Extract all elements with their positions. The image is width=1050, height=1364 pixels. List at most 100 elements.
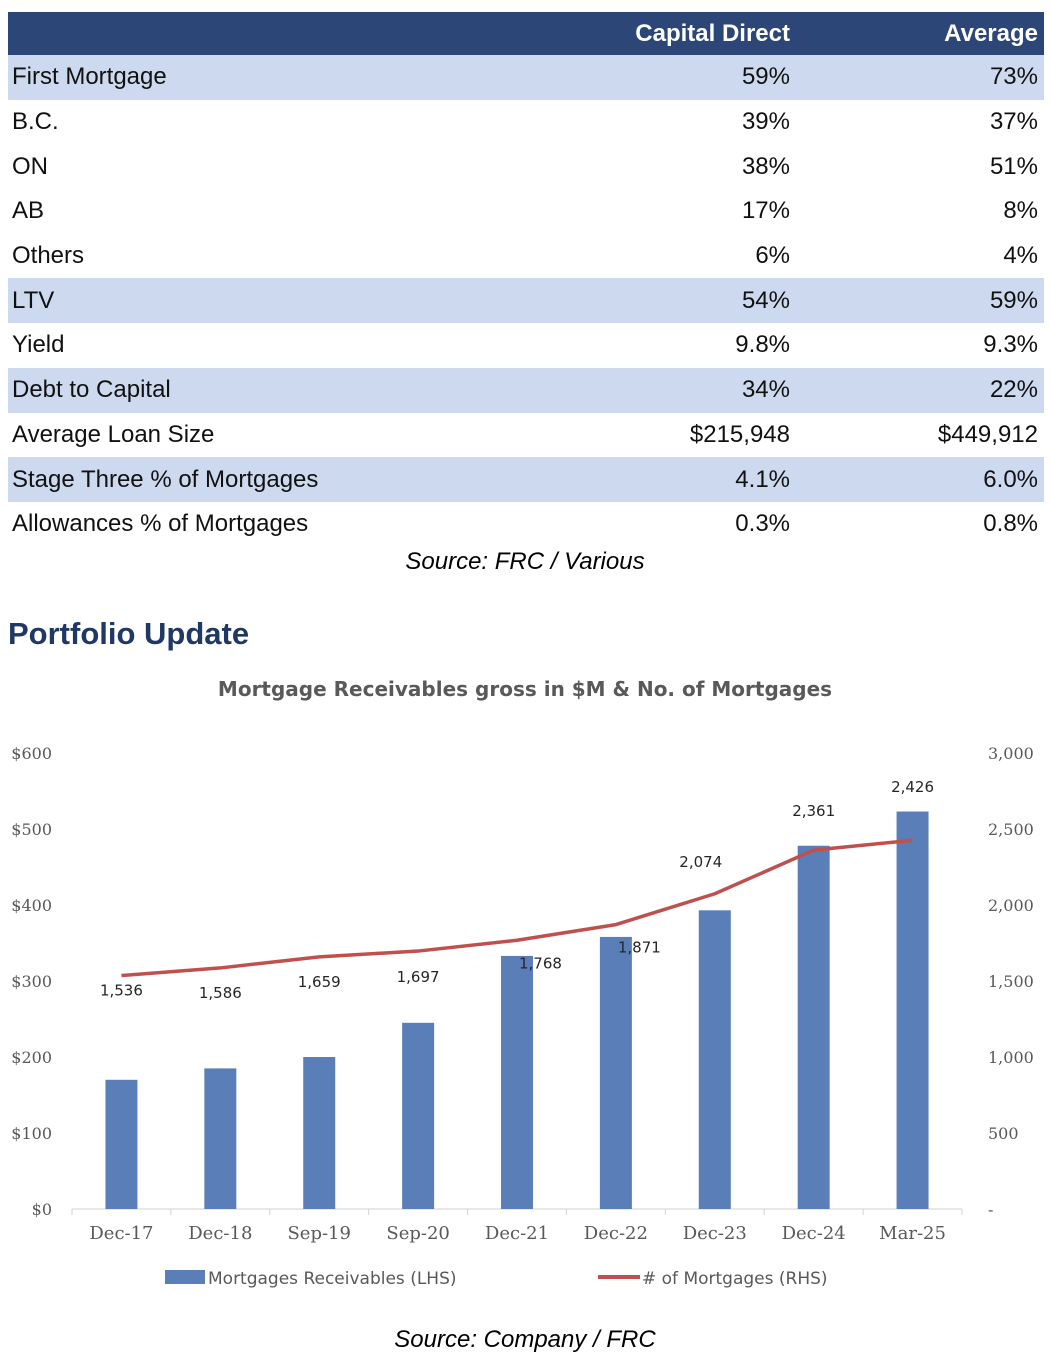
x-tick-label: Dec-23 — [683, 1223, 747, 1244]
y-right-tick-label: 500 — [988, 1124, 1019, 1143]
table-row: Average Loan Size $215,948 $449,912 — [8, 413, 1044, 458]
table-source-note: Source: FRC / Various — [405, 548, 645, 575]
y-right-tick-label: 1,500 — [988, 972, 1034, 991]
y-left-tick-label: $100 — [11, 1124, 52, 1143]
table-row: Allowances % of Mortgages 0.3% 0.8% — [8, 502, 1044, 547]
average-value: 51% — [989, 152, 1038, 180]
y-left-tick-label: $200 — [11, 1048, 52, 1067]
y-right-tick-label: 1,000 — [988, 1048, 1034, 1067]
chart-legend: Mortgages Receivables (LHS) # of Mortgage… — [165, 1269, 828, 1289]
bar — [402, 1022, 435, 1209]
average-value: $449,912 — [937, 420, 1038, 448]
chart-source-note: Source: Company / FRC — [394, 1326, 656, 1353]
comparison-table: Capital Direct Average First Mortgage 59%… — [8, 12, 1044, 547]
table-row: Stage Three % of Mortgages 4.1% 6.0% — [8, 457, 1044, 502]
average-value: 4% — [1003, 242, 1038, 270]
capital-direct-value: $215,948 — [689, 420, 790, 448]
x-tick-label: Dec-21 — [485, 1223, 549, 1244]
data-label: 1,586 — [199, 984, 242, 1002]
row-label: Allowances % of Mortgages — [12, 510, 309, 538]
table-row: Debt to Capital 34% 22% — [8, 367, 1044, 413]
y-left-tick-label: $0 — [32, 1200, 52, 1219]
y-right-tick-label: - — [988, 1200, 993, 1219]
capital-direct-value: 39% — [741, 108, 790, 136]
data-label: 1,768 — [519, 954, 562, 972]
data-label: 2,074 — [679, 853, 722, 871]
average-value: 37% — [989, 108, 1038, 136]
x-tick-label: Dec-18 — [188, 1223, 252, 1244]
table-row: B.C. 39% 37% — [8, 100, 1044, 145]
data-label: 1,659 — [298, 973, 341, 991]
row-label: First Mortgage — [8, 55, 548, 100]
bar — [501, 955, 533, 1209]
x-tick-label: Mar-25 — [879, 1223, 946, 1244]
x-tick-label: Dec-24 — [782, 1223, 846, 1244]
row-label: Yield — [12, 331, 65, 359]
bar — [303, 1057, 336, 1209]
x-tick-label: Sep-20 — [386, 1223, 450, 1244]
average-value: 0.8% — [983, 510, 1038, 538]
table-row: Others 6% 4% — [8, 234, 1044, 279]
table-row: First Mortgage 59% 73% — [8, 55, 1044, 100]
row-label: Others — [12, 242, 85, 270]
bar — [797, 845, 830, 1209]
data-labels: 1,536 1,586 1,659 1,697 1,768 1,871 2,074 2,361… — [100, 778, 934, 1002]
bar — [599, 936, 632, 1209]
y-left-tick-label: $500 — [11, 820, 52, 839]
data-label: 1,536 — [100, 982, 143, 1000]
row-label: B.C. — [12, 108, 59, 136]
y-left-tick-label: $400 — [11, 896, 52, 915]
table-row: ON 38% 51% — [8, 144, 1044, 189]
bar — [105, 1079, 138, 1209]
column-header-average: Average — [796, 12, 1044, 55]
y-left-tick-label: $600 — [11, 744, 52, 763]
average-value: 22% — [796, 367, 1044, 413]
capital-direct-value: 54% — [548, 278, 796, 324]
capital-direct-value: 59% — [548, 55, 796, 100]
capital-direct-value: 6% — [755, 242, 790, 270]
data-label: 1,697 — [397, 968, 440, 986]
table-header-row: Capital Direct Average — [8, 12, 1044, 55]
column-header-label — [8, 12, 548, 55]
table-row: LTV 54% 59% — [8, 278, 1044, 324]
bar — [896, 811, 929, 1209]
y-left-tick-label: $300 — [11, 972, 52, 991]
section-title: Portfolio Update — [8, 616, 250, 651]
legend-bar-label: Mortgages Receivables (LHS) — [208, 1269, 457, 1289]
table-body: First Mortgage 59% 73% B.C. 39% 37% ON 38% 51% AB… — [8, 55, 1044, 547]
mortgage-chart: Mortgage Receivables gross in $M & No. o… — [11, 677, 1034, 1289]
data-label: 1,871 — [618, 939, 661, 957]
legend-bar-swatch — [165, 1270, 205, 1284]
average-value: 59% — [796, 278, 1044, 324]
y-right-tick-label: 2,500 — [988, 820, 1034, 839]
capital-direct-value: 38% — [741, 152, 790, 180]
mortgage-count-line — [121, 838, 913, 978]
x-tick-label: Sep-19 — [287, 1223, 351, 1244]
capital-direct-value: 34% — [548, 367, 796, 413]
chart-axes: $0 $100 $200 $300 $400 $500 $600 - 500 1,000 1,500… — [11, 744, 1034, 1244]
row-label: Average Loan Size — [12, 420, 215, 448]
capital-direct-value: 0.3% — [735, 510, 790, 538]
capital-direct-value: 17% — [741, 197, 790, 225]
capital-direct-value: 4.1% — [548, 457, 796, 502]
y-right-tick-label: 3,000 — [988, 744, 1034, 763]
x-tick-label: Dec-17 — [89, 1223, 153, 1244]
line-series — [121, 838, 913, 978]
bar — [698, 910, 731, 1209]
data-label: 2,361 — [792, 802, 835, 820]
average-value: 6.0% — [796, 457, 1044, 502]
legend-line-label: # of Mortgages (RHS) — [642, 1269, 828, 1289]
chart-title: Mortgage Receivables gross in $M & No. o… — [218, 677, 832, 701]
column-header-capital-direct: Capital Direct — [548, 12, 796, 55]
data-label: 2,426 — [891, 778, 934, 796]
table-row: Yield 9.8% 9.3% — [8, 323, 1044, 368]
row-label: Debt to Capital — [8, 367, 548, 413]
row-label: Stage Three % of Mortgages — [8, 457, 548, 502]
y-right-tick-label: 2,000 — [988, 896, 1034, 915]
bar — [204, 1068, 237, 1209]
row-label: ON — [12, 152, 48, 180]
average-value: 73% — [796, 55, 1044, 100]
average-value: 9.3% — [983, 331, 1038, 359]
row-label: LTV — [8, 278, 548, 324]
average-value: 8% — [1003, 197, 1038, 225]
